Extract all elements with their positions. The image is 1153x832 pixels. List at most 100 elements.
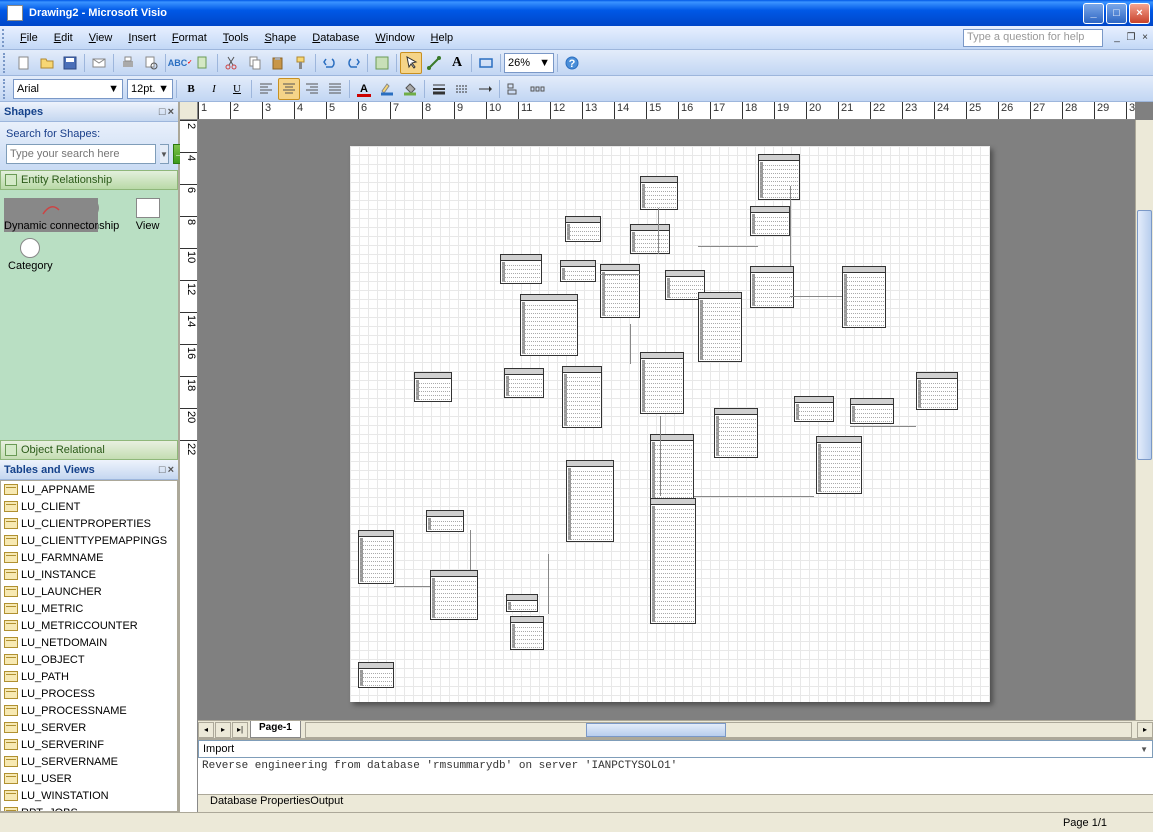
- entity-table[interactable]: [916, 372, 958, 410]
- last-page-button[interactable]: ▸|: [232, 722, 248, 738]
- connector-line[interactable]: [658, 208, 659, 254]
- toolbar-handle[interactable]: [3, 53, 9, 73]
- entity-table[interactable]: [650, 498, 696, 624]
- entity-table[interactable]: [506, 594, 538, 612]
- entity-table[interactable]: [630, 224, 670, 254]
- toolbar-handle[interactable]: [2, 29, 8, 47]
- output-tab-output[interactable]: Output: [310, 795, 343, 812]
- table-item[interactable]: LU_METRICCOUNTER: [1, 617, 177, 634]
- table-item[interactable]: LU_CLIENT: [1, 498, 177, 515]
- entity-table[interactable]: [520, 294, 578, 356]
- table-item[interactable]: LU_SERVERNAME: [1, 753, 177, 770]
- help-button[interactable]: ?: [561, 52, 583, 74]
- table-item[interactable]: LU_INSTANCE: [1, 566, 177, 583]
- scroll-right-button[interactable]: ▸: [1137, 722, 1153, 738]
- menu-insert[interactable]: Insert: [120, 29, 164, 47]
- tables-list[interactable]: LU_APPNAMELU_CLIENTLU_CLIENTPROPERTIESLU…: [0, 480, 178, 812]
- menu-edit[interactable]: Edit: [46, 29, 81, 47]
- redo-button[interactable]: [342, 52, 364, 74]
- font-combo[interactable]: Arial▼: [13, 79, 123, 99]
- email-button[interactable]: [88, 52, 110, 74]
- entity-table[interactable]: [566, 460, 614, 542]
- font-color-button[interactable]: A: [353, 78, 375, 100]
- entity-table[interactable]: [698, 292, 742, 362]
- open-button[interactable]: [36, 52, 58, 74]
- entity-table[interactable]: [650, 434, 694, 504]
- minimize-button[interactable]: _: [1083, 3, 1104, 24]
- entity-table[interactable]: [714, 408, 758, 458]
- italic-button[interactable]: I: [203, 78, 225, 100]
- align-left-button[interactable]: [255, 78, 277, 100]
- fontsize-combo[interactable]: 12pt.▼: [127, 79, 173, 99]
- drawing-canvas[interactable]: [198, 120, 1135, 720]
- paste-button[interactable]: [267, 52, 289, 74]
- connector-line[interactable]: [630, 324, 631, 364]
- next-page-button[interactable]: ▸: [215, 722, 231, 738]
- distribute-shapes-button[interactable]: [526, 78, 548, 100]
- print-button[interactable]: [117, 52, 139, 74]
- mdi-restore-button[interactable]: ❐: [1125, 32, 1137, 44]
- format-painter-button[interactable]: [290, 52, 312, 74]
- underline-button[interactable]: U: [226, 78, 248, 100]
- table-item[interactable]: LU_SERVER: [1, 719, 177, 736]
- help-search-input[interactable]: Type a question for help: [963, 29, 1103, 47]
- align-right-button[interactable]: [301, 78, 323, 100]
- page-tab[interactable]: Page-1: [250, 721, 301, 738]
- fill-color-button[interactable]: [399, 78, 421, 100]
- entity-table[interactable]: [560, 260, 596, 282]
- entity-table[interactable]: [640, 352, 684, 414]
- shapes-panel-dock-button[interactable]: □: [159, 106, 166, 118]
- menu-view[interactable]: View: [81, 29, 121, 47]
- output-category-dropdown[interactable]: Import ▼: [198, 740, 1153, 758]
- menu-help[interactable]: Help: [423, 29, 462, 47]
- tables-panel-close-button[interactable]: ×: [168, 464, 174, 476]
- table-item[interactable]: LU_LAUNCHER: [1, 583, 177, 600]
- line-pattern-button[interactable]: [451, 78, 473, 100]
- entity-table[interactable]: [430, 570, 478, 620]
- table-item[interactable]: LU_METRIC: [1, 600, 177, 617]
- table-item[interactable]: LU_FARMNAME: [1, 549, 177, 566]
- connector-line[interactable]: [790, 186, 791, 266]
- table-item[interactable]: LU_OBJECT: [1, 651, 177, 668]
- table-item[interactable]: LU_NETDOMAIN: [1, 634, 177, 651]
- entity-table[interactable]: [500, 254, 542, 284]
- maximize-button[interactable]: □: [1106, 3, 1127, 24]
- shapes-window-button[interactable]: [371, 52, 393, 74]
- mdi-minimize-button[interactable]: _: [1111, 32, 1123, 44]
- line-color-button[interactable]: [376, 78, 398, 100]
- entity-table[interactable]: [426, 510, 464, 532]
- table-item[interactable]: LU_WINSTATION: [1, 787, 177, 804]
- table-item[interactable]: LU_CLIENTPROPERTIES: [1, 515, 177, 532]
- table-item[interactable]: LU_SERVERINF: [1, 736, 177, 753]
- toolbar-handle[interactable]: [3, 79, 9, 99]
- connector-line[interactable]: [394, 586, 430, 587]
- table-item[interactable]: RPT_JOBS: [1, 804, 177, 812]
- table-item[interactable]: LU_PROCESSNAME: [1, 702, 177, 719]
- entity-table[interactable]: [504, 368, 544, 398]
- drawing-page[interactable]: [350, 146, 990, 702]
- copy-button[interactable]: [244, 52, 266, 74]
- menu-database[interactable]: Database: [304, 29, 367, 47]
- entity-table[interactable]: [562, 366, 602, 428]
- tables-panel-dock-button[interactable]: □: [159, 464, 166, 476]
- pointer-tool-button[interactable]: [400, 52, 422, 74]
- new-button[interactable]: [13, 52, 35, 74]
- align-center-button[interactable]: [278, 78, 300, 100]
- zoom-combo[interactable]: 26%▼: [504, 53, 554, 73]
- save-button[interactable]: [59, 52, 81, 74]
- entity-table[interactable]: [414, 372, 452, 402]
- research-button[interactable]: [192, 52, 214, 74]
- stencil-header-entity-relationship[interactable]: Entity Relationship: [0, 170, 178, 190]
- shapes-panel-close-button[interactable]: ×: [168, 106, 174, 118]
- shape-view[interactable]: View: [121, 198, 174, 232]
- line-weight-button[interactable]: [428, 78, 450, 100]
- entity-table[interactable]: [750, 206, 790, 236]
- entity-table[interactable]: [750, 266, 794, 308]
- connector-line[interactable]: [850, 426, 916, 427]
- line-ends-button[interactable]: [474, 78, 496, 100]
- connector-line[interactable]: [600, 274, 640, 275]
- table-item[interactable]: LU_USER: [1, 770, 177, 787]
- mdi-close-button[interactable]: ×: [1139, 32, 1151, 44]
- entity-table[interactable]: [816, 436, 862, 494]
- connector-line[interactable]: [694, 496, 814, 497]
